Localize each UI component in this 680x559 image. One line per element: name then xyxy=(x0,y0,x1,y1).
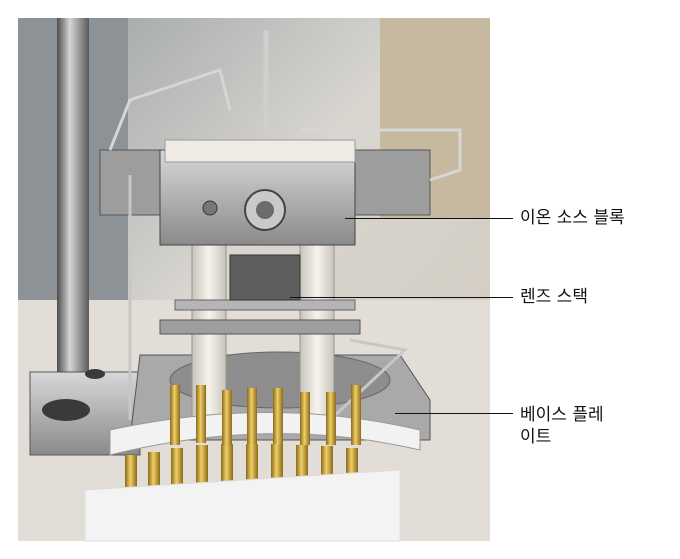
callout-line-lens-stack xyxy=(290,297,513,298)
gold-pin-upper xyxy=(351,385,361,445)
base-hole-2 xyxy=(85,369,105,379)
callout-line-base-plate xyxy=(395,413,513,414)
source-screw xyxy=(202,200,218,216)
gold-pin-upper xyxy=(300,392,310,445)
gold-pin-upper xyxy=(247,388,257,444)
support-rod xyxy=(57,18,89,398)
source-top-ceramic xyxy=(164,139,356,163)
foam-block xyxy=(84,469,401,542)
lens-plate-2 xyxy=(159,319,361,335)
base-hole-1 xyxy=(42,399,90,421)
filament-wire-1 xyxy=(108,68,232,151)
gold-pin-upper xyxy=(326,392,336,445)
gold-pin-upper xyxy=(273,388,283,444)
callout-base-plate-line-2: 이트 xyxy=(520,427,552,447)
callout-ion-source-block: 이온 소스 블록 xyxy=(520,208,625,228)
callout-base-plate-line-1: 베이스 플레 xyxy=(520,405,604,425)
gold-pin-upper xyxy=(222,390,232,445)
callout-lens-stack: 렌즈 스택 xyxy=(520,287,588,307)
callout-line-ion-source-block xyxy=(345,218,513,219)
lens-plate-1 xyxy=(174,299,356,311)
gold-pin-upper xyxy=(170,385,180,445)
callout-base-plate: 베이스 플레 이트 xyxy=(520,404,604,448)
source-aperture-inner xyxy=(256,201,274,219)
lens-center xyxy=(229,254,301,301)
filament-wire-2 xyxy=(300,128,462,182)
gold-pin-upper xyxy=(196,385,206,443)
